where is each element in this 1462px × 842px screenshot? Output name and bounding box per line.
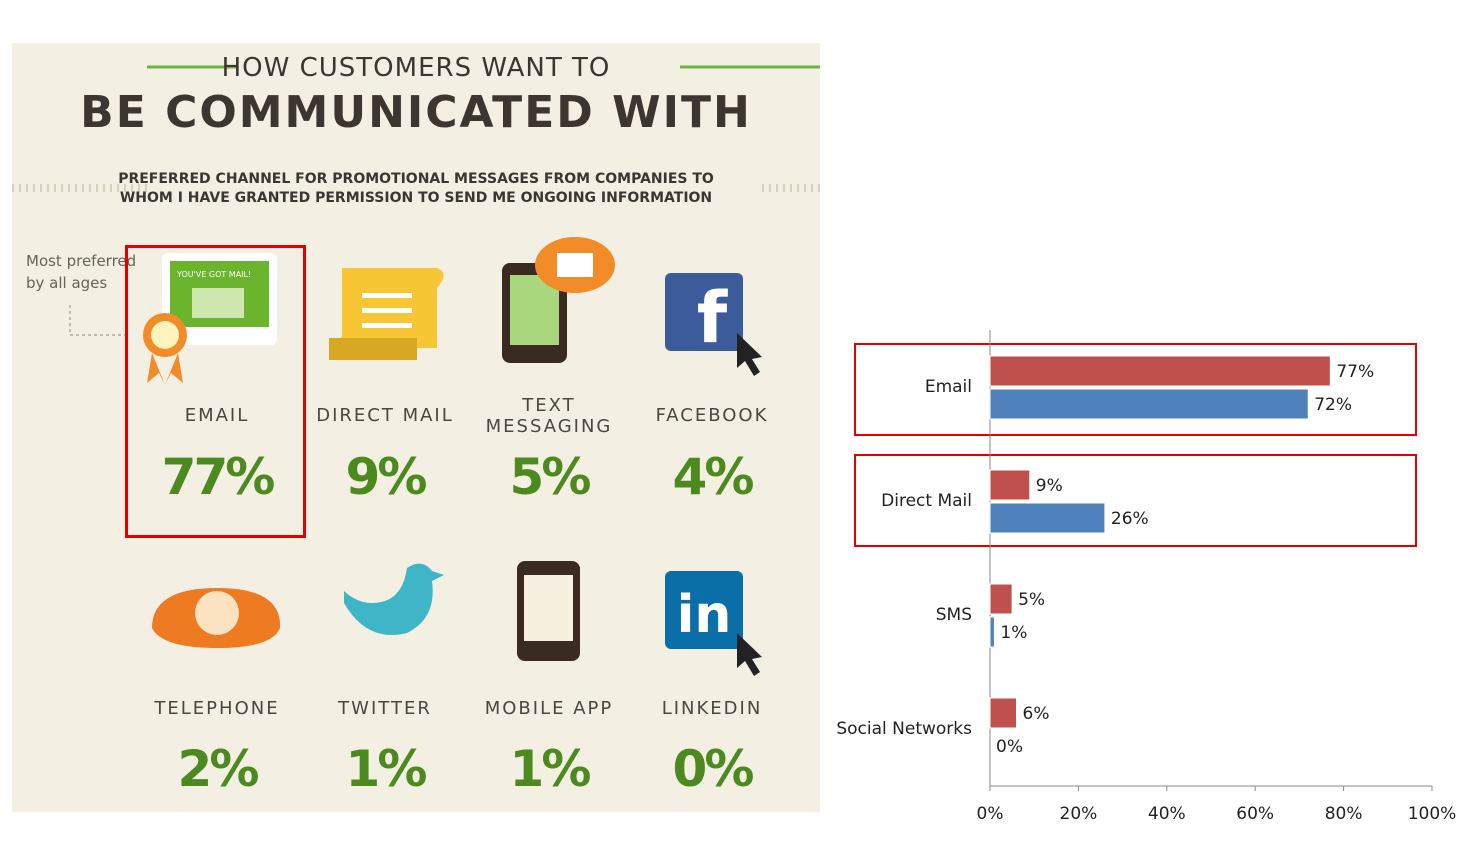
- category-label: Social Networks: [836, 719, 972, 739]
- x-tick-label: 60%: [1236, 804, 1274, 824]
- subtitle-line: WHOM I HAVE GRANTED PERMISSION TO SEND M…: [119, 190, 713, 206]
- bar: [989, 616, 995, 648]
- channel-value: 9%: [345, 448, 428, 506]
- highlight-box: [854, 343, 1417, 436]
- value-label: 9%: [1036, 476, 1063, 496]
- channel-value: 1%: [509, 740, 592, 798]
- value-label: 72%: [1314, 395, 1352, 415]
- infographic-decor: f in: [12, 65, 820, 676]
- icon-text: YOU'VE GOT MAIL!: [177, 270, 252, 279]
- channel-value: 4%: [672, 448, 755, 506]
- x-tick-label: 100%: [1408, 804, 1457, 824]
- note: Most preferred by all ages: [26, 252, 137, 292]
- channel-value: 0%: [672, 740, 755, 798]
- bar: [989, 502, 1106, 534]
- x-tick-label: 80%: [1325, 804, 1363, 824]
- channel-label: TELEPHONE: [154, 698, 280, 719]
- bar: [989, 355, 1331, 387]
- bar: [989, 469, 1031, 501]
- highlight-box: [125, 245, 306, 538]
- value-label: 1%: [1000, 623, 1027, 643]
- bar: [989, 388, 1309, 420]
- channel-label: TWITTER: [338, 698, 432, 719]
- channel-label: DIRECT MAIL: [316, 405, 454, 426]
- channel-value: 2%: [177, 740, 260, 798]
- channel-label: LINKEDIN: [661, 698, 763, 719]
- channel-label: EMAIL: [184, 405, 250, 426]
- value-label: 5%: [1018, 590, 1045, 610]
- channel-value: 5%: [509, 448, 592, 506]
- category-label: Direct Mail: [881, 491, 972, 511]
- value-label: 0%: [996, 737, 1023, 757]
- infographic: f in HOW CUSTOMERS WANT TO BE COMMUNICAT…: [12, 43, 820, 812]
- subtitle-line: PREFERRED CHANNEL FOR PROMOTIONAL MESSAG…: [118, 171, 714, 187]
- channel-value: 77%: [161, 448, 276, 506]
- x-tick-label: 0%: [977, 804, 1004, 824]
- title-top: HOW CUSTOMERS WANT TO: [221, 53, 611, 83]
- x-tick-label: 20%: [1060, 804, 1098, 824]
- value-label: 6%: [1023, 704, 1050, 724]
- channel-label: FACEBOOK: [655, 405, 769, 426]
- value-label: 77%: [1336, 362, 1374, 382]
- channel-label: MOBILE APP: [484, 698, 614, 719]
- bar: [989, 583, 1013, 615]
- channel-value: 1%: [345, 740, 428, 798]
- svg-text:in: in: [677, 585, 732, 645]
- x-tick-label: 40%: [1148, 804, 1186, 824]
- category-label: SMS: [936, 605, 972, 625]
- value-label: 26%: [1111, 509, 1149, 529]
- title-main: BE COMMUNICATED WITH: [80, 87, 752, 138]
- channel-label: TEXT MESSAGING: [485, 395, 613, 437]
- category-label: Email: [925, 377, 972, 397]
- bar: [989, 697, 1018, 729]
- svg-text:f: f: [697, 277, 729, 359]
- highlight-box: [854, 454, 1417, 547]
